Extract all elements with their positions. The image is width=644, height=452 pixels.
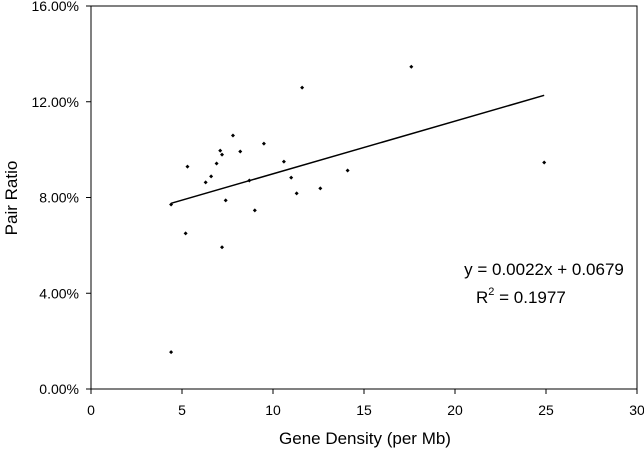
data-point [289,175,294,180]
trendline-layer [170,94,545,205]
data-point [300,85,305,90]
data-point [294,191,299,196]
r2-superscript: 2 [488,286,494,298]
r2-value: = 0.1977 [494,288,565,307]
y-tick-label: 16.00% [32,0,79,14]
data-point [169,350,174,355]
trend-equation: y = 0.0022x + 0.0679 [464,260,624,279]
plot-frame [90,5,638,390]
x-tick-label: 20 [447,402,463,418]
data-point [542,160,547,165]
data-point [185,164,190,169]
y-tick-label: 0.00% [39,381,79,397]
plot-area [90,5,638,390]
trendline [170,94,545,205]
data-point [409,64,414,69]
data-point [223,198,228,203]
data-point [209,174,214,179]
data-point [220,152,225,157]
data-point [183,231,188,236]
data-point [261,141,266,146]
x-tick-label: 30 [629,402,644,418]
data-point [281,159,286,164]
x-axis-title: Gene Density (per Mb) [279,429,451,448]
data-point [203,180,208,185]
x-tick-label: 25 [538,402,554,418]
data-point [252,208,257,213]
y-tick-label: 12.00% [32,94,79,110]
data-point [318,186,323,191]
x-tick-label: 5 [178,402,186,418]
y-axis-title: Pair Ratio [2,161,21,236]
data-points [169,64,547,355]
data-point [230,133,235,138]
data-point [218,148,223,153]
data-point [238,149,243,154]
x-tick-label: 0 [87,402,95,418]
y-tick-label: 8.00% [39,190,79,206]
r-squared-label: R2 = 0.1977 [476,286,566,307]
data-point [220,245,225,250]
x-tick-label: 15 [356,402,372,418]
data-point [345,168,350,173]
r2-prefix: R [476,288,488,307]
y-axis: 0.00% 4.00% 8.00% 12.00% 16.00% [32,0,91,397]
x-axis: 0 5 10 15 20 25 30 [87,389,644,418]
data-point [214,161,219,166]
x-tick-label: 10 [265,402,281,418]
y-tick-label: 4.00% [39,285,79,301]
